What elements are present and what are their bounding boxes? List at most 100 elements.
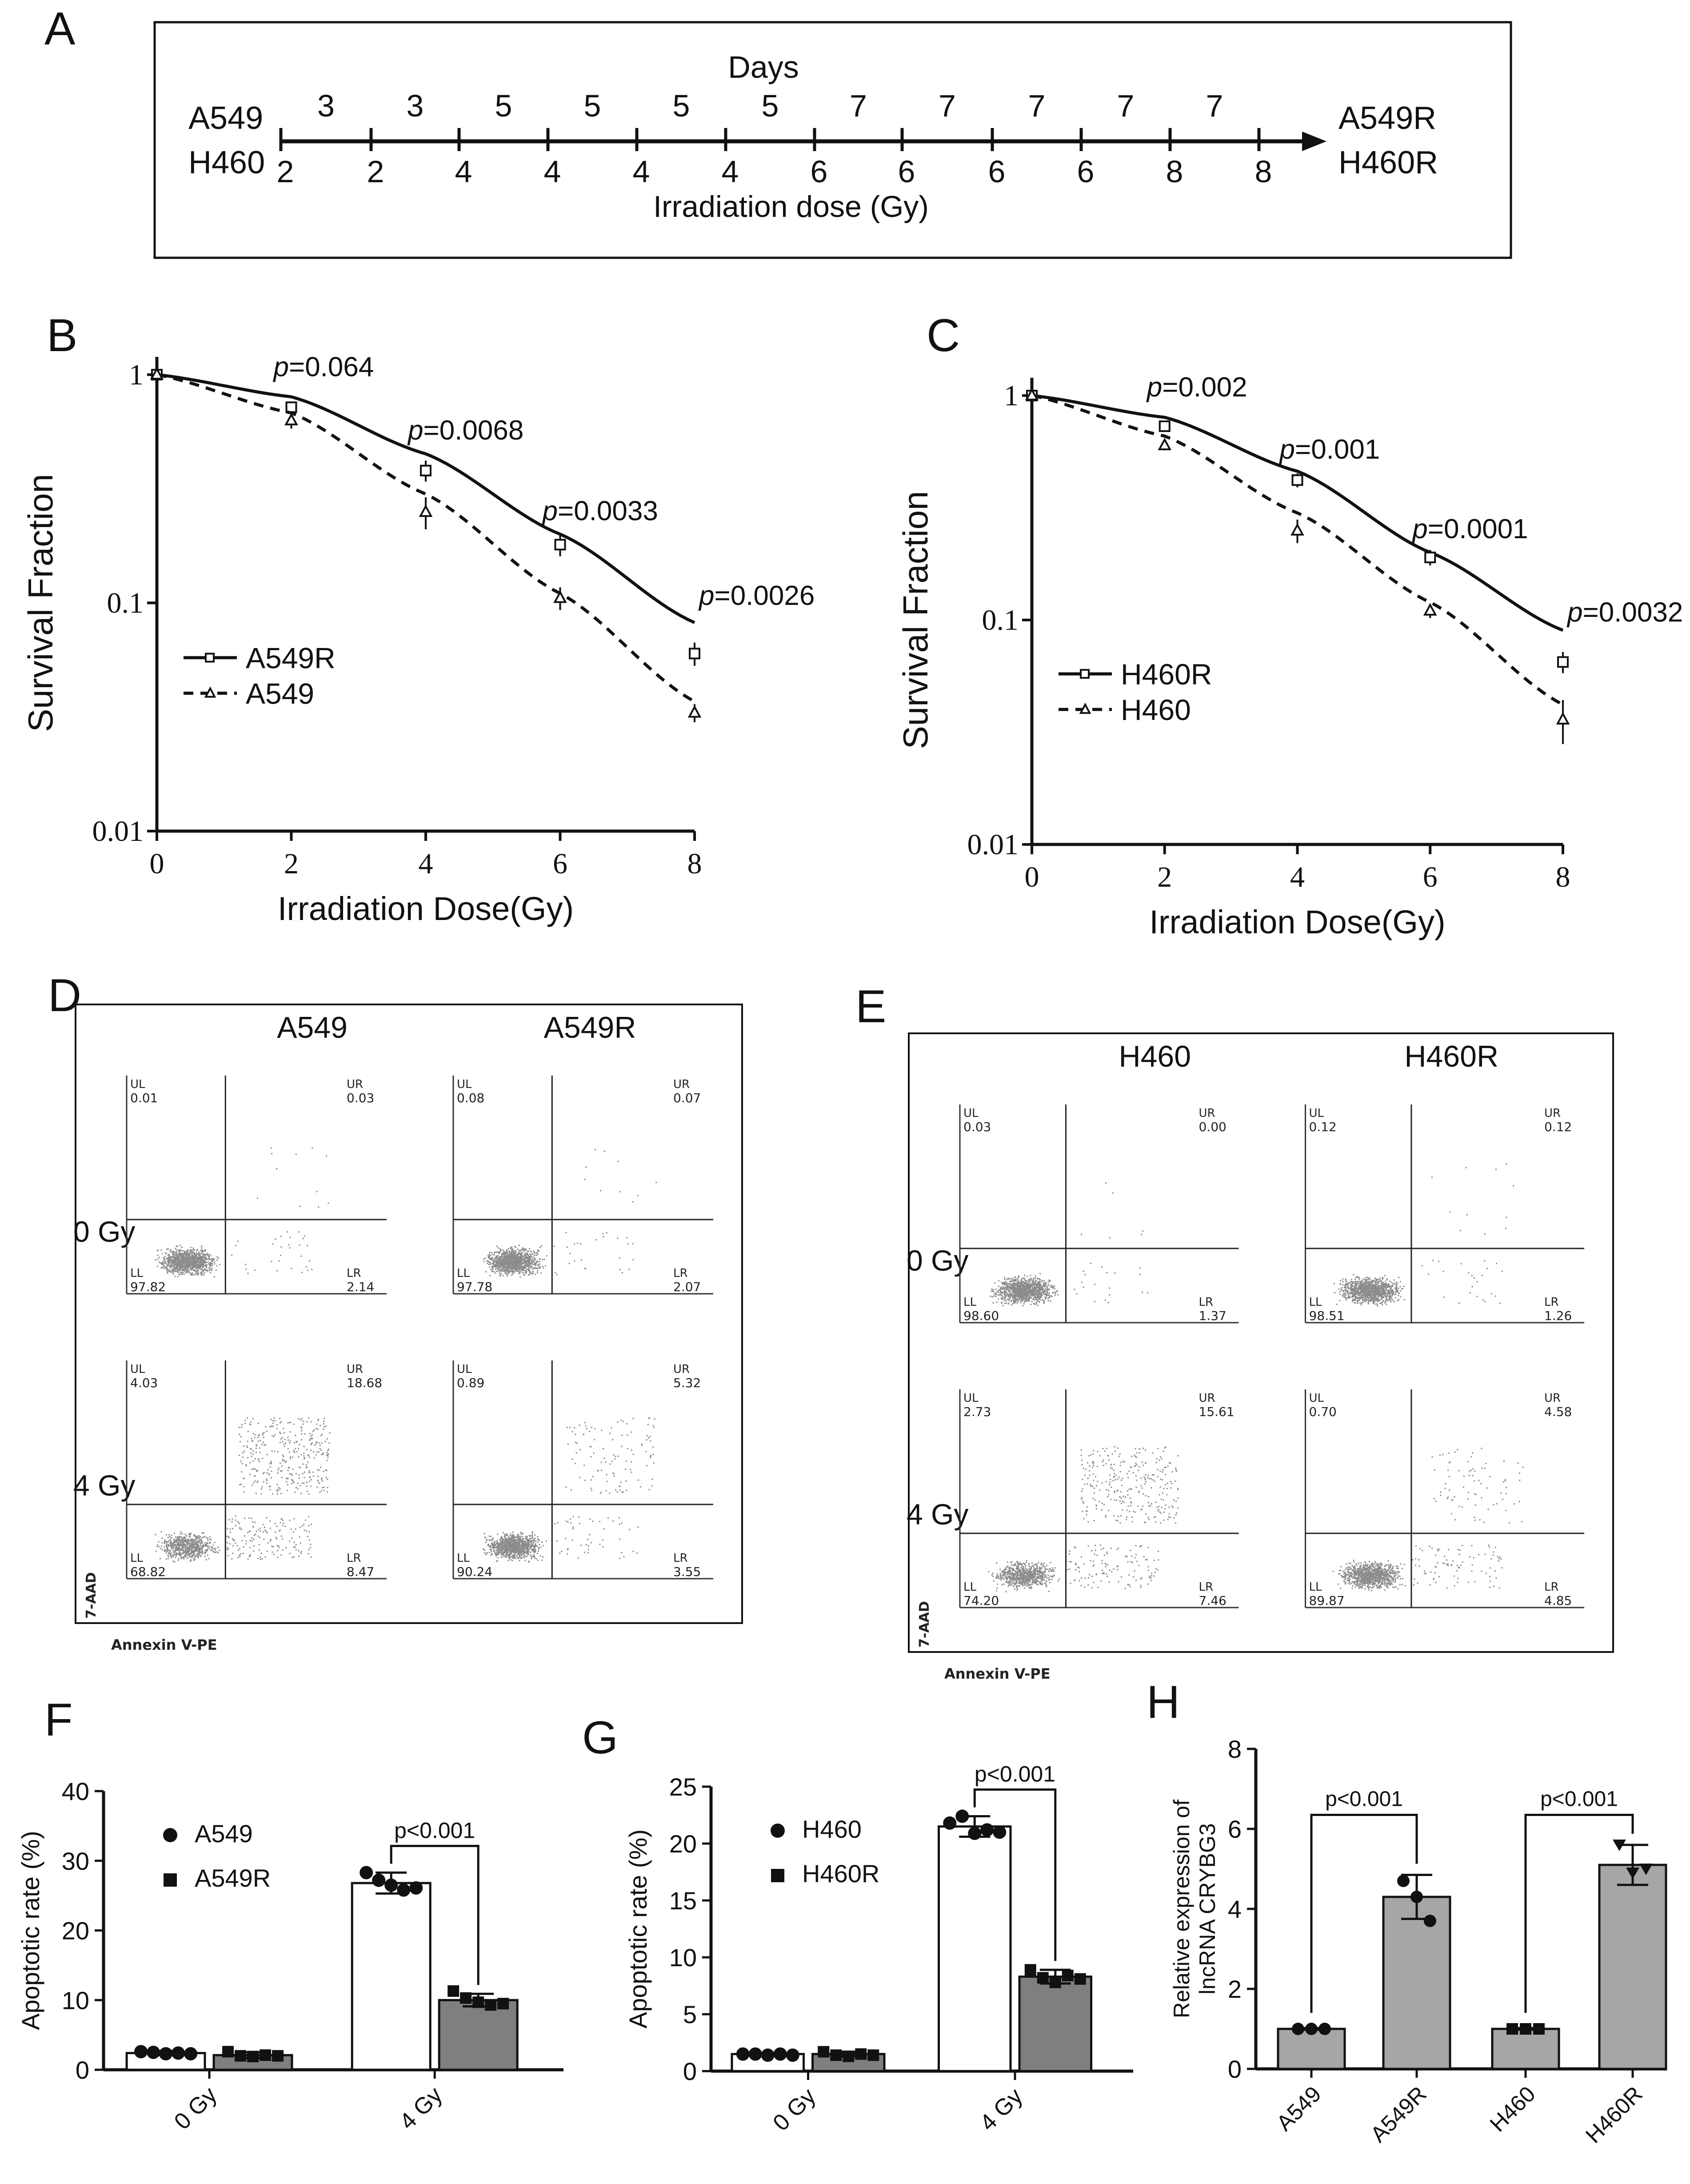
flow-column-title: A549 — [277, 1011, 348, 1044]
replicate-point — [761, 2048, 775, 2062]
y-axis-title: Survival Fraction — [21, 474, 60, 732]
p-symbol: p — [407, 415, 423, 446]
panel-g: G 0 5 10 15 20 25 Apoptotic rate (%) 0 Gy 4 Gy p<… — [582, 1712, 1133, 2136]
day-label: 7 — [1028, 88, 1046, 123]
panel-d-frame — [75, 1004, 743, 1624]
quadrant-ur-name: UR — [347, 1363, 363, 1376]
flow-event-dots — [155, 1147, 329, 1278]
quadrant-ll-value: 98.51 — [1309, 1308, 1345, 1323]
p-symbol: p — [542, 496, 558, 526]
x-axis-title: Irradiation Dose(Gy) — [278, 890, 574, 927]
legend-label-parental: A549 — [195, 1820, 253, 1848]
p-value: =0.0001 — [1428, 514, 1528, 544]
y-axis-title-line: lncRNA CRYBG3 — [1195, 1823, 1220, 1994]
replicate-point — [134, 2045, 148, 2059]
p-symbol: p — [1411, 514, 1427, 544]
replicate-point — [172, 2046, 185, 2060]
significance-label: p<0.001 — [975, 1762, 1055, 1787]
y-tick-label: 0 — [683, 2057, 697, 2085]
panel-f: F 0 10 20 30 40 Apoptotic rate (%) 0 Gy 4 Gy p<0… — [16, 1694, 563, 2135]
day-label: 3 — [407, 88, 424, 123]
y-axis-title: Survival Fraction — [896, 491, 935, 749]
dose-label: 8 — [1166, 154, 1183, 189]
replicate-point — [159, 2047, 173, 2060]
quadrant-ur-name: UR — [1544, 1392, 1561, 1405]
p-value: =0.0032 — [1582, 597, 1683, 628]
quadrant-ll-name: LL — [457, 1267, 470, 1280]
data-point — [419, 504, 433, 517]
quadrant-ll-value: 97.82 — [130, 1280, 166, 1294]
quadrant-ll-value: 74.20 — [963, 1593, 999, 1608]
apoptosis-bar-chart-a549: 0 10 20 30 40 Apoptotic rate (%) 0 Gy 4 Gy p<0.0… — [16, 1777, 563, 2135]
legend-label-parental: A549 — [246, 677, 314, 710]
legend-marker-square — [164, 1873, 177, 1887]
legend-marker-triangle — [204, 686, 216, 698]
quadrant-ur-name: UR — [1199, 1107, 1215, 1120]
data-point — [150, 367, 164, 380]
quadrant-ur-value: 5.32 — [673, 1376, 701, 1390]
day-label: 3 — [317, 88, 335, 123]
replicate-point — [1024, 1964, 1036, 1976]
quadrant-ul-name: UL — [130, 1363, 145, 1376]
significance-label: p<0.001 — [1325, 1788, 1403, 1811]
replicate-point — [980, 1823, 994, 1837]
legend-label-resistant: H460R — [1121, 658, 1212, 691]
dose-label: 4 — [455, 154, 472, 189]
dose-label: 2 — [367, 154, 384, 189]
quadrant-lr-value: 2.14 — [347, 1280, 374, 1294]
quadrant-ul-name: UL — [1309, 1107, 1324, 1120]
flow-column-title: H460 — [1119, 1040, 1191, 1073]
data-point — [1159, 420, 1171, 432]
p-symbol: p — [698, 580, 714, 611]
replicate-point — [147, 2045, 160, 2059]
quadrant-ll-value: 98.60 — [963, 1308, 999, 1323]
legend-marker-square — [205, 652, 215, 663]
replicate-point — [409, 1881, 423, 1895]
quadrant-lr-name: LR — [347, 1552, 361, 1565]
data-point — [1158, 437, 1172, 451]
quadrant-lr-name: LR — [1544, 1580, 1559, 1594]
replicate-point — [472, 1996, 484, 2008]
survival-chart-a549: 1 0.1 0.010 2 4 6 8 Irradiation Dose(Gy) Surviva… — [21, 352, 815, 927]
quadrant-lr-value: 8.47 — [347, 1564, 374, 1579]
quadrant-ul-name: UL — [457, 1078, 472, 1091]
flow-row-title: 0 Gy — [907, 1244, 968, 1277]
significance-bracket — [390, 1844, 479, 1985]
expression-bar — [1598, 1864, 1667, 2070]
cell-line-left-2: H460 — [188, 145, 265, 180]
replicate-point — [1049, 1976, 1061, 1988]
quadrant-ul-name: UL — [1309, 1392, 1324, 1405]
replicate-point — [372, 1873, 386, 1887]
dose-label: 6 — [898, 154, 915, 189]
quadrant-lr-name: LR — [1199, 1296, 1214, 1309]
quadrant-lr-name: LR — [1199, 1580, 1214, 1594]
replicate-point — [843, 2050, 855, 2062]
quadrant-lr-value: 1.26 — [1544, 1308, 1572, 1323]
dose-label: 6 — [811, 154, 828, 189]
quadrant-ur-name: UR — [673, 1078, 690, 1091]
replicate-point — [222, 2046, 234, 2058]
y-tick-label: 0 — [76, 2056, 89, 2084]
quadrant-ur-name: UR — [673, 1363, 690, 1376]
quadrant-ur-value: 0.00 — [1199, 1120, 1227, 1134]
replicate-point — [460, 1992, 472, 2004]
significance-label: p<0.001 — [394, 1818, 475, 1843]
bar-parental — [351, 1882, 431, 2071]
quadrant-ll-name: LL — [130, 1267, 143, 1280]
quadrant-ur-value: 15.61 — [1199, 1404, 1235, 1419]
quadrant-ul-value: 0.03 — [963, 1120, 991, 1134]
panel-c: C 1 0.1 0.010 2 4 6 8 Irradiation Dose(Gy) Survi… — [896, 310, 1683, 940]
x-tick-label: 2 — [284, 848, 299, 880]
legend-label-resistant: A549R — [195, 1864, 271, 1892]
replicate-point — [1397, 1875, 1410, 1887]
legend-marker-circle — [163, 1828, 177, 1842]
y-tick-label: 1 — [129, 359, 144, 391]
survival-chart-h460: 1 0.1 0.010 2 4 6 8 Irradiation Dose(Gy) Surviva… — [896, 372, 1683, 940]
flow-event-dots — [990, 1182, 1148, 1307]
panel-h: H 0 2 4 6 8 Relative expression of lncRNA CRYB… — [1147, 1676, 1667, 2148]
